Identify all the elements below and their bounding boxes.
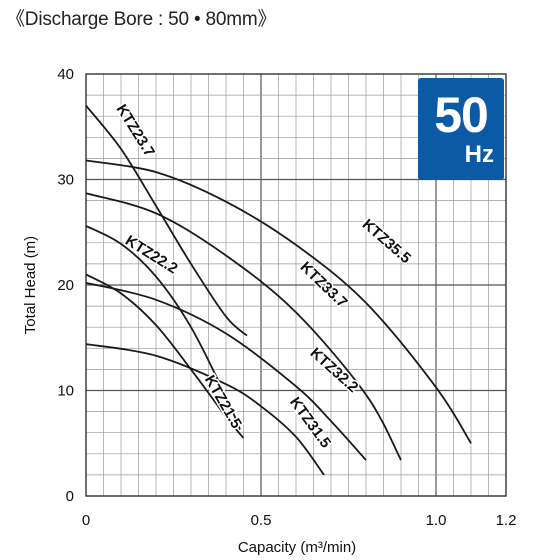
frequency-unit: Hz xyxy=(464,141,494,168)
label-ktz23-7: KTZ23.7 xyxy=(113,101,158,160)
series-group xyxy=(85,105,472,476)
y-tick-label: 20 xyxy=(57,277,74,294)
frequency-badge: 50 Hz xyxy=(418,78,504,180)
curve-ktz31-5 xyxy=(85,343,325,476)
x-tick-label: 1.0 xyxy=(426,512,447,529)
label-ktz35-5: KTZ35.5 xyxy=(359,216,414,267)
x-tick-label: 0 xyxy=(82,512,90,529)
chart-heading: 《Discharge Bore : 50 • 80mm》 xyxy=(6,9,277,30)
label-ktz21-5: KTZ21.5 xyxy=(201,372,245,431)
curve-ktz32-2 xyxy=(85,282,367,461)
frequency-value: 50 xyxy=(434,87,489,143)
plot-frame xyxy=(85,73,507,497)
y-axis-label: Total Head (m) xyxy=(22,236,39,334)
x-tick-label: 1.2 xyxy=(496,512,517,529)
curve-ktz23-7 xyxy=(85,105,248,337)
y-tick-label: 30 xyxy=(57,172,74,189)
x-axis-label: Capacity (m³/min) xyxy=(238,539,356,556)
axes: 0 0.5 1.0 1.2 0 10 20 30 40 xyxy=(57,66,516,529)
label-ktz32-2: KTZ32.2 xyxy=(307,344,362,396)
y-tick-label: 40 xyxy=(57,66,74,83)
y-tick-label: 0 xyxy=(66,488,74,505)
curve-ktz22-2 xyxy=(85,225,241,430)
curve-ktz35-5 xyxy=(85,159,472,444)
label-ktz31-5: KTZ31.5 xyxy=(286,394,334,451)
curve-ktz33-7 xyxy=(85,192,402,461)
y-tick-label: 10 xyxy=(57,383,74,400)
curve-ktz21-5 xyxy=(85,273,245,439)
x-tick-label: 0.5 xyxy=(251,512,272,529)
